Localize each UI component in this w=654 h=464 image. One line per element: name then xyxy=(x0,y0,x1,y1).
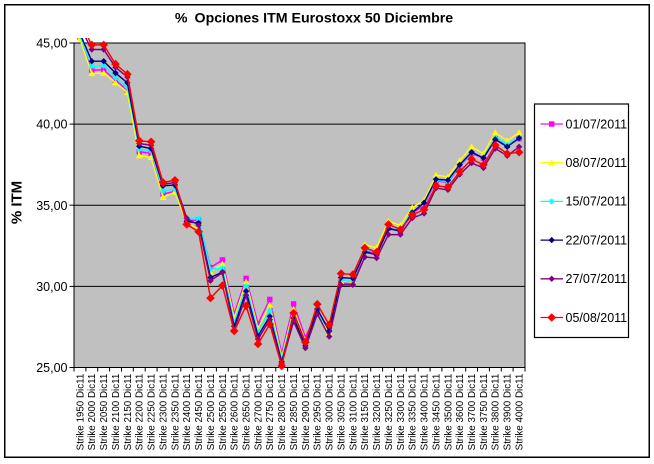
svg-text:Strike 2550 Dic11: Strike 2550 Dic11 xyxy=(218,374,229,451)
svg-text:08/07/2011: 08/07/2011 xyxy=(566,156,628,170)
svg-text:05/08/2011: 05/08/2011 xyxy=(566,311,628,325)
svg-text:Strike 3450 Dic11: Strike 3450 Dic11 xyxy=(431,374,442,451)
svg-text:Strike 2700 Dic11: Strike 2700 Dic11 xyxy=(253,374,264,451)
svg-text:45,00: 45,00 xyxy=(36,37,67,51)
svg-text:Strike 3700 Dic11: Strike 3700 Dic11 xyxy=(467,374,478,451)
svg-text:Strike 2400 Dic11: Strike 2400 Dic11 xyxy=(182,374,193,451)
svg-text:Strike 2500 Dic11: Strike 2500 Dic11 xyxy=(206,374,217,451)
svg-text:22/07/2011: 22/07/2011 xyxy=(566,233,628,247)
svg-text:Strike 2450 Dic11: Strike 2450 Dic11 xyxy=(194,374,205,451)
svg-text:Strike 3150 Dic11: Strike 3150 Dic11 xyxy=(360,374,371,451)
svg-text:Strike 2750 Dic11: Strike 2750 Dic11 xyxy=(265,374,276,451)
svg-text:Strike 2850 Dic11: Strike 2850 Dic11 xyxy=(289,374,300,451)
svg-text:Strike 1950 Dic11: Strike 1950 Dic11 xyxy=(75,374,86,451)
svg-text:Strike 3350 Dic11: Strike 3350 Dic11 xyxy=(408,374,419,451)
svg-text:Strike 3100 Dic11: Strike 3100 Dic11 xyxy=(348,374,359,451)
svg-text:25,00: 25,00 xyxy=(36,361,67,375)
svg-text:Strike 2000 Dic11: Strike 2000 Dic11 xyxy=(87,374,98,451)
svg-text:Strike 3900 Dic11: Strike 3900 Dic11 xyxy=(503,374,514,451)
svg-text:Strike 2200 Dic11: Strike 2200 Dic11 xyxy=(135,374,146,451)
svg-text:Strike 3250 Dic11: Strike 3250 Dic11 xyxy=(384,374,395,451)
svg-text:Strike 3500 Dic11: Strike 3500 Dic11 xyxy=(443,374,454,451)
svg-text:Strike 2650 Dic11: Strike 2650 Dic11 xyxy=(242,374,253,451)
svg-text:01/07/2011: 01/07/2011 xyxy=(566,117,628,131)
svg-text:Strike 3750 Dic11: Strike 3750 Dic11 xyxy=(479,374,490,451)
svg-text:Strike 2100 Dic11: Strike 2100 Dic11 xyxy=(111,374,122,451)
svg-text:Strike 2350 Dic11: Strike 2350 Dic11 xyxy=(170,374,181,451)
svg-text:Strike 3050 Dic11: Strike 3050 Dic11 xyxy=(336,374,347,451)
svg-text:30,00: 30,00 xyxy=(36,280,67,294)
svg-text:40,00: 40,00 xyxy=(36,118,67,132)
svg-text:Strike 3300 Dic11: Strike 3300 Dic11 xyxy=(396,374,407,451)
svg-text:35,00: 35,00 xyxy=(36,199,67,213)
svg-text:Strike 2800 Dic11: Strike 2800 Dic11 xyxy=(277,374,288,451)
svg-text:Strike 3600 Dic11: Strike 3600 Dic11 xyxy=(455,374,466,451)
svg-text:Strike 2300 Dic11: Strike 2300 Dic11 xyxy=(158,374,169,451)
svg-text:Strike 2900 Dic11: Strike 2900 Dic11 xyxy=(301,374,312,451)
svg-text:Strike 3200 Dic11: Strike 3200 Dic11 xyxy=(372,374,383,451)
svg-text:Strike 2150 Dic11: Strike 2150 Dic11 xyxy=(123,374,134,451)
svg-text:Strike 4000 Dic11: Strike 4000 Dic11 xyxy=(515,374,526,451)
svg-text:Strike 2250 Dic11: Strike 2250 Dic11 xyxy=(147,374,158,451)
svg-text:Strike 2050 Dic11: Strike 2050 Dic11 xyxy=(99,374,110,451)
svg-text:Strike 3400 Dic11: Strike 3400 Dic11 xyxy=(420,374,431,451)
svg-text:Strike 3000 Dic11: Strike 3000 Dic11 xyxy=(325,374,336,451)
svg-text:27/07/2011: 27/07/2011 xyxy=(566,272,628,286)
svg-text:Strike 2950 Dic11: Strike 2950 Dic11 xyxy=(313,374,324,451)
svg-text:15/07/2011: 15/07/2011 xyxy=(566,195,628,209)
svg-text:% ITM: % ITM xyxy=(9,181,26,224)
svg-text:Strike 2600 Dic11: Strike 2600 Dic11 xyxy=(230,374,241,451)
svg-text:% Opciones ITM Eurostoxx 50 Di: % Opciones ITM Eurostoxx 50 Diciembre xyxy=(175,11,453,27)
svg-text:Strike 3800 Dic11: Strike 3800 Dic11 xyxy=(491,374,502,451)
